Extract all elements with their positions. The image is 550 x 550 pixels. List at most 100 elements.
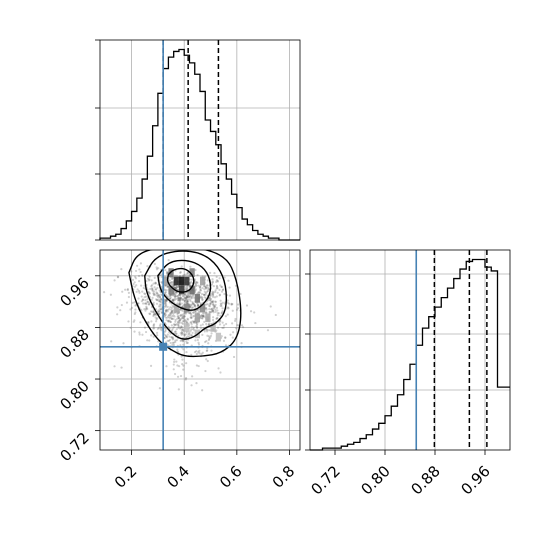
sample-point <box>178 297 181 300</box>
sample-point <box>145 279 148 283</box>
sample-point <box>179 326 182 329</box>
sample-point <box>181 298 184 301</box>
sample-point <box>221 326 224 330</box>
sample-point <box>200 297 203 300</box>
sample-point <box>166 308 169 312</box>
sample-point <box>177 298 180 302</box>
sample-point <box>147 322 150 325</box>
sample-point <box>208 308 211 311</box>
sample-point <box>234 317 237 321</box>
sample-point <box>171 304 174 307</box>
density-cell <box>210 323 216 332</box>
sample-point <box>211 294 215 297</box>
density-cell <box>184 303 190 313</box>
sample-point <box>159 300 162 303</box>
sample-point <box>195 364 198 367</box>
sample-point <box>190 325 193 328</box>
sample-point <box>236 307 240 310</box>
sample-point <box>146 300 149 303</box>
sample-point <box>146 277 149 280</box>
sample-point <box>143 296 146 299</box>
sample-point <box>116 306 119 309</box>
sample-point <box>179 298 182 301</box>
sample-point <box>163 291 167 294</box>
sample-point <box>166 305 169 308</box>
sample-point <box>169 312 172 315</box>
sample-point <box>177 311 181 315</box>
sample-point <box>138 331 141 334</box>
histogram-y-panel: 0.72 0.80 0.88 0.96 <box>305 249 511 498</box>
sample-point <box>212 307 215 310</box>
sample-point <box>109 293 112 296</box>
sample-point <box>200 313 203 317</box>
sample-point <box>183 334 186 337</box>
density-contours <box>128 250 242 358</box>
sample-point <box>175 285 178 288</box>
sample-point <box>212 303 215 306</box>
sample-point <box>169 320 172 324</box>
sample-point <box>182 339 185 342</box>
sample-point <box>153 276 156 279</box>
sample-point <box>171 277 174 280</box>
sample-point <box>170 309 174 313</box>
sample-point <box>221 301 224 304</box>
sample-point <box>189 265 192 268</box>
sample-point <box>190 321 193 324</box>
sample-point <box>156 296 160 299</box>
sample-point <box>234 319 237 322</box>
sample-point <box>165 309 168 312</box>
sample-point <box>176 312 179 315</box>
sample-point <box>181 340 185 343</box>
sample-point <box>194 310 197 313</box>
density-cell <box>189 285 195 295</box>
sample-point <box>214 290 217 293</box>
sample-point <box>172 314 175 317</box>
sample-point <box>192 311 195 314</box>
sample-point <box>116 275 120 278</box>
sample-point <box>218 288 221 291</box>
sample-point <box>165 293 168 297</box>
sample-point <box>179 303 182 306</box>
sample-point <box>146 265 149 268</box>
sample-point <box>147 321 150 324</box>
sample-point <box>133 301 136 304</box>
sample-point <box>192 321 196 324</box>
sample-point <box>226 313 229 316</box>
sample-point <box>190 304 193 307</box>
x-tick-label: 0.4 <box>163 462 193 492</box>
sample-point <box>202 293 206 296</box>
sample-point <box>180 325 183 329</box>
sample-point <box>183 293 187 296</box>
sample-point <box>184 333 188 336</box>
sample-point <box>216 279 219 282</box>
sample-point <box>183 315 186 318</box>
sample-point <box>164 329 167 333</box>
sample-point <box>214 289 217 292</box>
sample-point <box>173 274 177 277</box>
sample-point <box>171 310 174 313</box>
sample-point <box>180 321 183 324</box>
sample-point <box>142 298 145 301</box>
sample-point <box>189 306 192 309</box>
sample-point <box>187 311 190 315</box>
sample-point <box>133 285 137 288</box>
sample-point <box>153 262 156 266</box>
sample-point <box>164 298 168 301</box>
sample-point <box>196 323 199 326</box>
sample-point <box>166 316 169 319</box>
sample-point <box>165 365 168 368</box>
sample-point <box>127 295 130 299</box>
sample-point <box>211 300 215 304</box>
sample-point <box>150 285 153 288</box>
sample-point <box>178 303 181 306</box>
sample-point <box>177 297 180 300</box>
sample-point <box>179 296 182 300</box>
sample-point <box>204 340 207 344</box>
sample-point <box>172 360 176 364</box>
sample-point <box>203 320 206 323</box>
y-tick-label: 0.88 <box>56 326 92 362</box>
sample-point <box>209 302 212 305</box>
sample-point <box>193 351 197 354</box>
sample-point <box>153 290 156 293</box>
sample-point <box>198 286 202 289</box>
